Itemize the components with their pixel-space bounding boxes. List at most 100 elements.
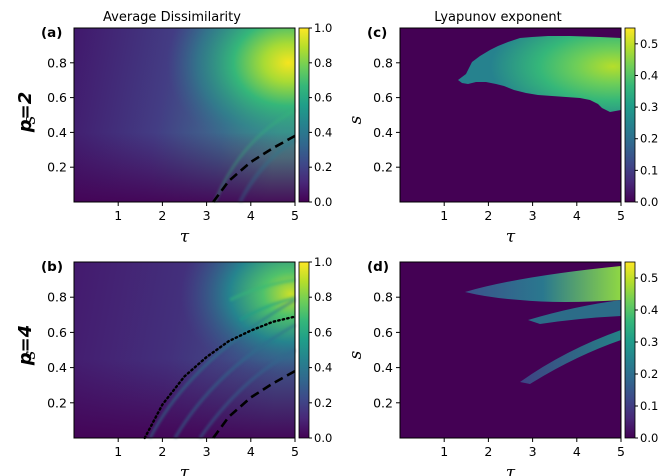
column-title-lyapunov: Lyapunov exponent — [434, 10, 561, 25]
colorbar-d — [624, 261, 636, 439]
y-tick-label: 0.8 — [47, 290, 67, 305]
x-tick-label: 2 — [484, 444, 492, 459]
colorbar-tick-label: 0.4 — [640, 68, 658, 82]
curve-dashed-b — [212, 369, 296, 439]
heatmap-a-lowband — [74, 28, 295, 202]
x-tick-label: 2 — [158, 444, 166, 459]
curve-dashed-a — [212, 134, 296, 203]
colorbar-tick-label: 0.8 — [314, 56, 332, 70]
colorbar-tick-label: 1.0 — [314, 21, 332, 35]
colorbar-a — [298, 27, 310, 203]
x-tick-label: 3 — [529, 444, 537, 459]
colorbar-tick-label: 0.4 — [314, 361, 332, 375]
row-label-p2: p=2 — [15, 92, 36, 134]
y-tick-label: 0.8 — [47, 55, 67, 70]
y-tick-label: 0.4 — [373, 125, 393, 140]
colorbar-tick-label: 0.4 — [314, 125, 332, 139]
x-axis-label: τ — [506, 463, 516, 476]
x-tick-label: 2 — [484, 208, 492, 223]
row-label-p4: p=4 — [15, 325, 36, 367]
colorbar-tick-label: 0.2 — [640, 132, 658, 146]
panel-label-b: (b) — [41, 259, 63, 275]
axes-frame-b — [73, 261, 296, 439]
colorbar-tick-label: 0.4 — [640, 303, 658, 317]
x-tick-label: 4 — [573, 444, 581, 459]
x-tick-label: 4 — [573, 208, 581, 223]
x-tick-label: 4 — [247, 208, 255, 223]
y-tick-label: 0.6 — [47, 90, 67, 105]
panel-d — [400, 262, 621, 438]
x-tick-label: 3 — [529, 208, 537, 223]
colorbar-tick-label: 0.0 — [314, 195, 332, 209]
colorbar-tick-label: 0.5 — [640, 271, 658, 285]
axes-frame-d — [399, 261, 622, 439]
colorbar-tick-label: 0.5 — [640, 37, 658, 51]
x-tick-label: 1 — [114, 208, 122, 223]
y-tick-label: 0.8 — [373, 55, 393, 70]
colorbar-tick-label: 0.6 — [314, 91, 332, 105]
panel-label-d: (d) — [367, 259, 389, 275]
x-tick-label: 3 — [203, 444, 211, 459]
colorbar-tick-label: 0.1 — [640, 163, 658, 177]
colorbar-tick-label: 0.2 — [640, 367, 658, 381]
x-axis-label: τ — [180, 227, 190, 247]
heatmap-a-texture — [213, 108, 297, 203]
x-tick-label: 1 — [440, 208, 448, 223]
x-tick-label: 1 — [440, 444, 448, 459]
heatmap-d-middle-band — [528, 300, 621, 324]
colorbar-tick-label: 0.0 — [314, 431, 332, 445]
x-tick-label: 3 — [203, 208, 211, 223]
y-axis-label: s — [346, 115, 366, 124]
colorbar-tick-label: 0.6 — [314, 325, 332, 339]
y-tick-label: 0.6 — [373, 325, 393, 340]
x-axis-label: τ — [506, 227, 516, 247]
heatmap-c-chaotic-region — [458, 36, 621, 112]
colorbar-tick-label: 0.1 — [640, 399, 658, 413]
y-tick-label: 0.2 — [47, 395, 67, 410]
colorbar-b — [298, 261, 310, 439]
y-axis-label: s — [20, 350, 40, 359]
heatmap-b-streaks — [148, 278, 296, 439]
colorbar-tick-label: 0.3 — [640, 100, 658, 114]
x-tick-label: 5 — [291, 208, 299, 223]
panel-c — [400, 28, 621, 202]
x-tick-label: 5 — [617, 208, 625, 223]
x-tick-label: 4 — [247, 444, 255, 459]
y-tick-label: 0.2 — [373, 395, 393, 410]
panel-a — [74, 28, 297, 203]
y-tick-label: 0.6 — [373, 90, 393, 105]
axes-frame-a — [73, 27, 296, 203]
y-tick-label: 0.4 — [47, 125, 67, 140]
colorbar-tick-label: 0.0 — [640, 431, 658, 445]
chart-marks: 1 2 3 4 5 0.2 0.4 0.6 0.8 τ s (a) 0.0 0.2 0.4 0.6 0.8 1.0… — [20, 21, 658, 476]
y-axis-label: s — [20, 115, 40, 124]
y-tick-label: 0.4 — [47, 360, 67, 375]
x-axis-label: τ — [180, 463, 190, 476]
colorbar-tick-label: 0.0 — [640, 195, 658, 209]
curve-dotted-b — [143, 315, 297, 440]
y-axis-label: s — [346, 350, 366, 359]
y-tick-label: 0.6 — [47, 325, 67, 340]
axes-frame-c — [399, 27, 622, 203]
colorbar-tick-label: 0.2 — [314, 396, 332, 410]
x-tick-label: 5 — [617, 444, 625, 459]
colorbar-c — [624, 27, 636, 203]
x-tick-label: 2 — [158, 208, 166, 223]
y-tick-label: 0.8 — [373, 290, 393, 305]
heatmap-d-lower-streak — [520, 330, 621, 384]
colorbar-tick-label: 0.2 — [314, 160, 332, 174]
x-tick-label: 5 — [291, 444, 299, 459]
y-tick-label: 0.4 — [373, 360, 393, 375]
column-title-dissimilarity: Average Dissimilarity — [103, 10, 241, 25]
colorbar-tick-label: 0.8 — [314, 290, 332, 304]
panel-label-a: (a) — [41, 25, 62, 41]
heatmap-d-upper-band — [465, 266, 621, 302]
colorbar-tick-label: 1.0 — [314, 255, 332, 269]
colorbar-tick-label: 0.3 — [640, 335, 658, 349]
y-tick-label: 0.2 — [373, 160, 393, 175]
panel-b — [74, 262, 296, 439]
x-tick-label: 1 — [114, 444, 122, 459]
panel-label-c: (c) — [367, 25, 387, 41]
y-tick-label: 0.2 — [47, 160, 67, 175]
